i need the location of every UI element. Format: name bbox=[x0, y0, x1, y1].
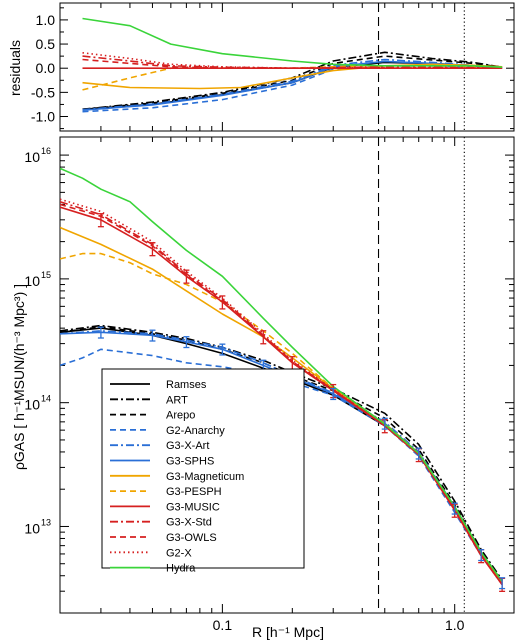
y-tick-label: 0.5 bbox=[36, 36, 56, 52]
residuals-ticks: 1.0 0.5 0.0 -0.5 -1.0 bbox=[31, 3, 514, 131]
residuals-panel: 1.0 0.5 0.0 -0.5 -1.0 residuals bbox=[7, 2, 515, 132]
y-tick-label: 10 bbox=[24, 149, 40, 165]
y-tick-label: 10 bbox=[24, 397, 40, 413]
legend-label-art: ART bbox=[166, 394, 188, 406]
series-line-hydra bbox=[82, 17, 503, 68]
x-tick-label: 1.0 bbox=[445, 617, 465, 633]
legend-label-arepo: Arepo bbox=[166, 410, 195, 422]
residuals-series-group bbox=[82, 17, 503, 113]
legend-label-g3-pesph: G3-PESPH bbox=[166, 486, 222, 498]
series-line-g3-magneticum bbox=[82, 63, 503, 90]
series-line-g2-anarchy bbox=[82, 65, 503, 113]
y-tick-exponent: 16 bbox=[41, 146, 51, 156]
legend-label-g3-magneticum: G3-Magneticum bbox=[166, 471, 244, 483]
density-reference-lines bbox=[377, 137, 465, 613]
y-tick-exponent: 14 bbox=[41, 394, 51, 404]
series-line-hydra bbox=[60, 167, 503, 582]
legend-label-hydra: Hydra bbox=[166, 563, 196, 575]
series-line-g3-owls bbox=[82, 58, 503, 69]
y-tick-label: 10 bbox=[24, 520, 40, 536]
legend-label-g3-owls: G3-OWLS bbox=[166, 532, 217, 544]
legend-label-g3-x-art: G3-X-Art bbox=[166, 440, 209, 452]
density-ylabel: ρGAS [ h⁻¹MSUN/(h⁻³ Mpc³) ] bbox=[11, 284, 27, 470]
legend-label-g2-x: G2-X bbox=[166, 547, 192, 559]
residuals-ylabel: residuals bbox=[7, 40, 23, 96]
x-tick-label: 0.1 bbox=[213, 617, 233, 633]
legend-label-g3-sphs: G3-SPHS bbox=[166, 456, 214, 468]
series-line-arepo bbox=[82, 55, 503, 111]
density-xlabel: R [h⁻¹ Mpc] bbox=[252, 624, 324, 640]
density-plot-frame bbox=[59, 136, 515, 614]
y-tick-label: -0.5 bbox=[31, 84, 55, 100]
series-line-art bbox=[60, 324, 503, 581]
legend-label-g3-x-std: G3-X-Std bbox=[166, 517, 212, 529]
series-line-art bbox=[82, 51, 503, 111]
legend: Ramses ART Arepo G2-Anarchy G3-X-Art G3-SPHS G… bbox=[101, 368, 305, 575]
y-tick-label: -1.0 bbox=[31, 109, 55, 125]
y-tick-exponent: 15 bbox=[41, 270, 51, 280]
legend-box bbox=[101, 368, 305, 569]
density-error-bars bbox=[97, 213, 506, 592]
residuals-plot-frame bbox=[59, 2, 515, 132]
legend-label-g3-music: G3-MUSIC bbox=[166, 501, 220, 513]
legend-label-g2-anarchy: G2-Anarchy bbox=[166, 425, 225, 437]
y-tick-exponent: 13 bbox=[41, 517, 51, 527]
y-tick-label: 1.0 bbox=[36, 12, 56, 28]
legend-label-ramses: Ramses bbox=[166, 379, 207, 391]
y-tick-label: 10 bbox=[24, 273, 40, 289]
y-tick-label: 0.0 bbox=[36, 60, 56, 76]
